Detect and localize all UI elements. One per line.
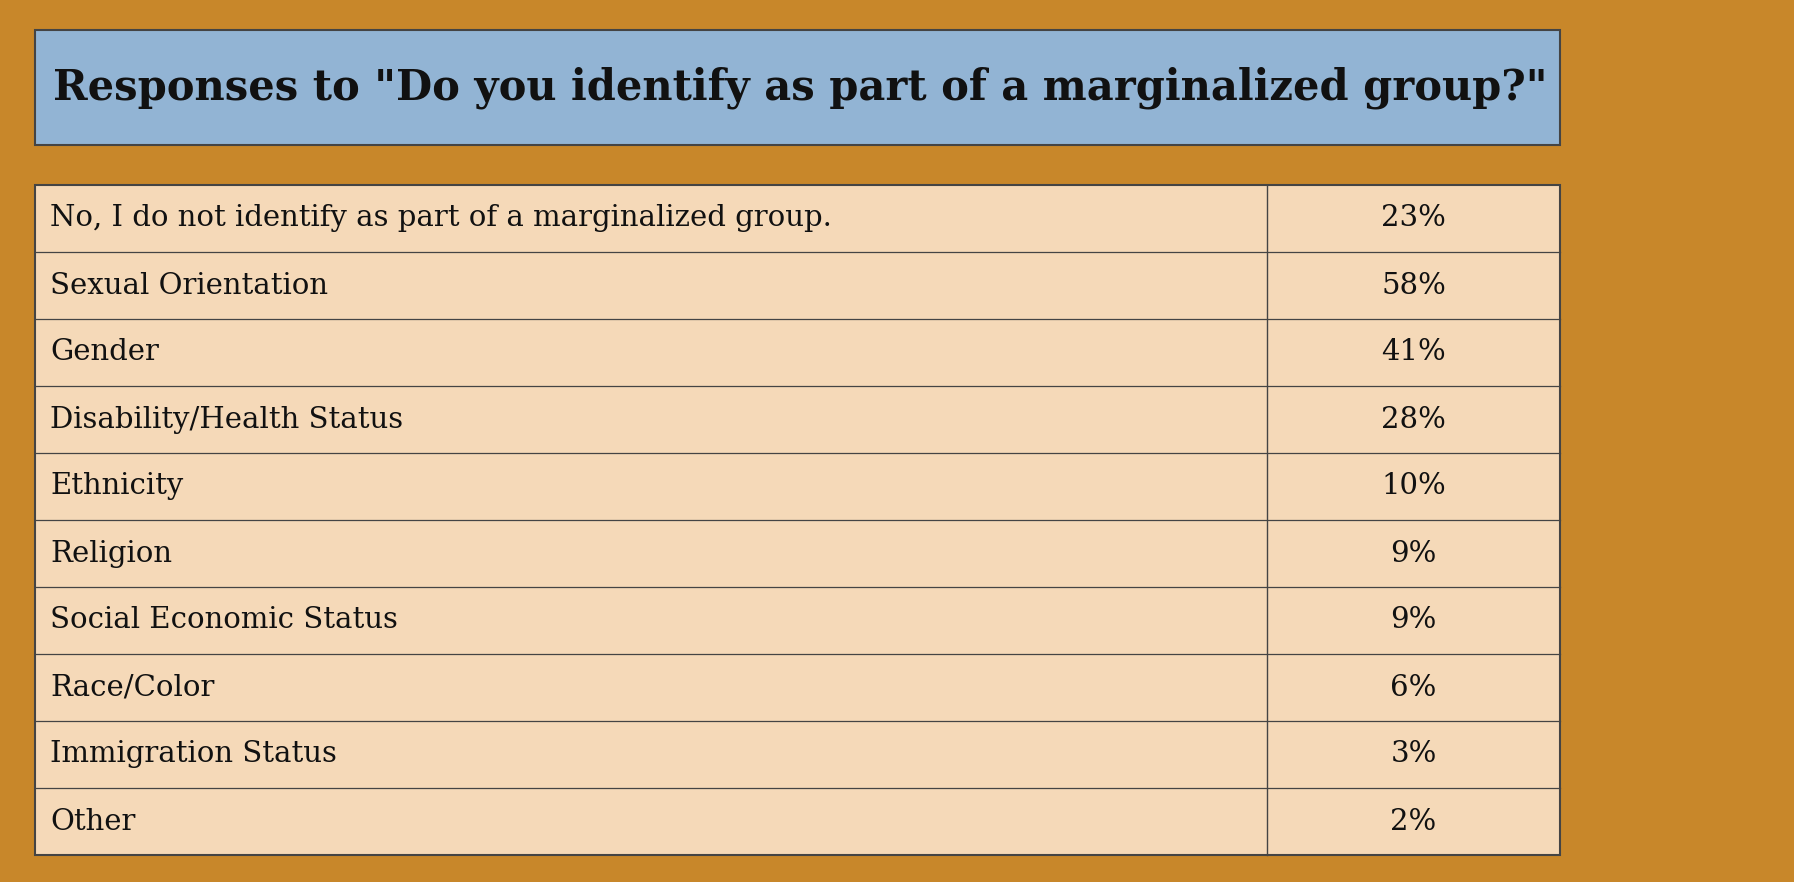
Text: Religion: Religion (50, 540, 172, 567)
Text: Responses to "Do you identify as part of a marginalized group?": Responses to "Do you identify as part of… (54, 66, 1548, 108)
Text: Sexual Orientation: Sexual Orientation (50, 272, 328, 300)
Text: Other: Other (50, 808, 135, 835)
Text: 41%: 41% (1381, 339, 1446, 367)
Text: 28%: 28% (1381, 406, 1446, 433)
Text: Disability/Health Status: Disability/Health Status (50, 406, 404, 433)
Text: Immigration Status: Immigration Status (50, 741, 337, 768)
Text: 9%: 9% (1390, 607, 1437, 634)
Bar (36, 185, 1561, 855)
Text: 58%: 58% (1381, 272, 1446, 300)
Text: 3%: 3% (1390, 741, 1437, 768)
Text: No, I do not identify as part of a marginalized group.: No, I do not identify as part of a margi… (50, 205, 832, 233)
Text: 10%: 10% (1381, 473, 1446, 500)
Text: Race/Color: Race/Color (50, 674, 213, 701)
Bar (36, 30, 1561, 145)
Text: Gender: Gender (50, 339, 160, 367)
Text: 6%: 6% (1390, 674, 1437, 701)
Text: Ethnicity: Ethnicity (50, 473, 183, 500)
Text: 2%: 2% (1390, 808, 1437, 835)
Text: 23%: 23% (1381, 205, 1446, 233)
Text: Social Economic Status: Social Economic Status (50, 607, 398, 634)
Text: 9%: 9% (1390, 540, 1437, 567)
